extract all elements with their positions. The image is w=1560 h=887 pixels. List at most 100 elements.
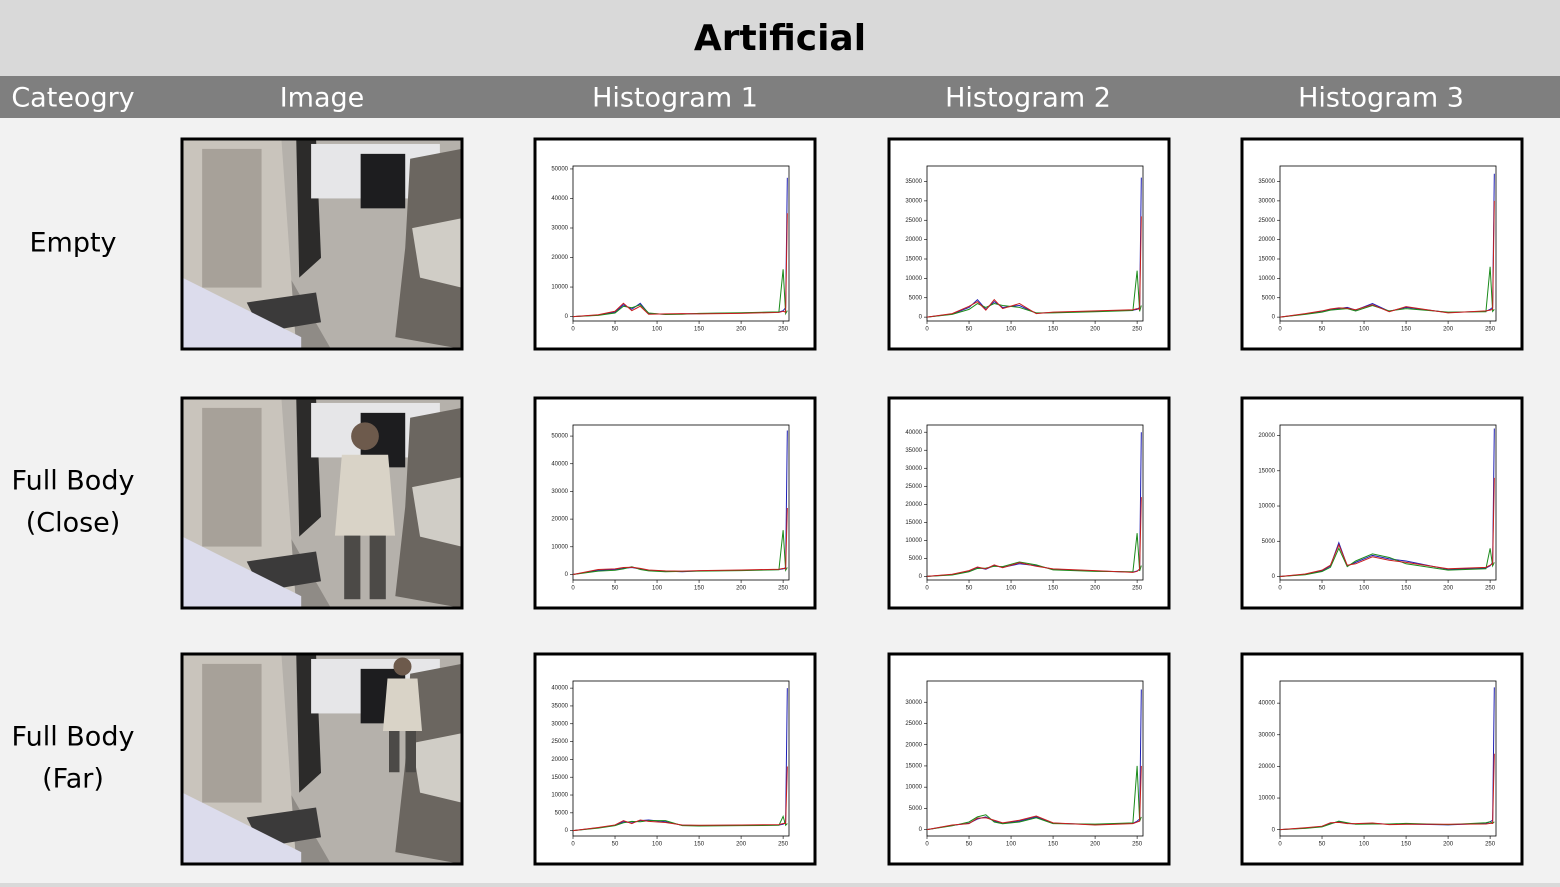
histogram-line: [572, 269, 788, 318]
y-tick-label: 35000: [905, 179, 922, 185]
y-tick-label: 30000: [551, 226, 568, 232]
y-tick-label: 30000: [1258, 198, 1275, 204]
plot-area: [572, 165, 790, 322]
histogram-line: [572, 508, 788, 575]
y-tick-label: 30000: [905, 198, 922, 204]
column-header: Histogram 2: [945, 83, 1111, 114]
title: Artificial: [694, 18, 866, 59]
histogram: 0 50 100 150 200 250 0 10000 20000 30000 40000 5000…: [533, 396, 817, 610]
x-tick-label: 50: [1319, 327, 1326, 333]
y-tick-label: 10000: [551, 544, 568, 550]
y-tick-label: 20000: [1258, 764, 1275, 770]
y-tick-label: 5000: [1262, 295, 1276, 301]
histogram-line: [1279, 820, 1495, 831]
y-tick-label: 25000: [905, 721, 922, 727]
image: [180, 396, 464, 610]
histogram-line: [572, 530, 788, 575]
x-tick-label: 200: [1443, 842, 1454, 848]
y-tick-label: 5000: [555, 810, 569, 816]
plot-area: [1279, 680, 1497, 837]
y-tick-label: 40000: [1258, 701, 1275, 707]
x-tick-label: 50: [966, 586, 973, 592]
y-tick-label: 20000: [1258, 433, 1275, 439]
y-tick-label: 10000: [1258, 504, 1275, 510]
plot-area: [572, 424, 790, 581]
y-tick-label: 40000: [551, 461, 568, 467]
y-tick-label: 20000: [905, 502, 922, 508]
histogram: 0 50 100 150 200 250 0 5000 10000 15000 20000: [1240, 396, 1524, 610]
plot-area: [926, 680, 1144, 837]
y-tick-label: 25000: [905, 218, 922, 224]
x-tick-label: 250: [1132, 327, 1143, 333]
y-tick-label: 20000: [1258, 237, 1275, 243]
y-tick-label: 10000: [551, 285, 568, 291]
y-tick-label: 40000: [905, 430, 922, 436]
y-tick-label: 15000: [551, 775, 568, 781]
x-tick-label: 250: [778, 842, 789, 848]
histogram-line: [572, 814, 788, 832]
x-tick-label: 100: [1359, 327, 1370, 333]
histogram-line: [572, 213, 788, 318]
category-label: Full Body: [12, 466, 135, 497]
y-tick-label: 50000: [551, 434, 568, 440]
histogram: 0 50 100 150 200 250 0 10000 20000 30000 40000: [1240, 652, 1524, 866]
x-tick-label: 250: [1132, 586, 1143, 592]
y-tick-label: 0: [1272, 315, 1276, 321]
x-tick-label: 200: [1443, 586, 1454, 592]
category-label: (Close): [26, 508, 121, 539]
x-tick-label: 100: [1359, 586, 1370, 592]
y-tick-label: 35000: [1258, 179, 1275, 185]
x-tick-label: 200: [1090, 842, 1101, 848]
x-tick-label: 100: [652, 327, 663, 333]
y-tick-label: 30000: [905, 700, 922, 706]
y-tick-label: 30000: [905, 466, 922, 472]
y-tick-label: 0: [565, 572, 569, 578]
y-tick-label: 30000: [1258, 732, 1275, 738]
y-tick-label: 50000: [551, 167, 568, 173]
y-tick-label: 20000: [551, 517, 568, 523]
y-tick-label: 10000: [551, 793, 568, 799]
histogram-line: [572, 688, 788, 832]
x-tick-label: 200: [1090, 327, 1101, 333]
x-tick-label: 0: [925, 327, 929, 333]
histogram-line: [926, 216, 1142, 318]
x-tick-label: 250: [778, 327, 789, 333]
y-tick-label: 0: [565, 314, 569, 320]
x-tick-label: 150: [1401, 842, 1412, 848]
histogram-line: [926, 270, 1142, 318]
x-tick-label: 100: [1006, 586, 1017, 592]
column-header: Histogram 3: [1298, 83, 1464, 114]
x-tick-label: 200: [736, 327, 747, 333]
y-tick-label: 5000: [909, 295, 923, 301]
x-tick-label: 0: [1278, 586, 1282, 592]
y-tick-label: 0: [1272, 827, 1276, 833]
x-tick-label: 100: [1006, 327, 1017, 333]
x-tick-label: 0: [571, 842, 575, 848]
x-tick-label: 150: [1048, 842, 1059, 848]
y-tick-label: 20000: [905, 237, 922, 243]
x-tick-label: 0: [1278, 842, 1282, 848]
histogram-line: [926, 765, 1142, 831]
x-tick-label: 150: [694, 842, 705, 848]
y-tick-label: 25000: [905, 484, 922, 490]
y-tick-label: 20000: [551, 757, 568, 763]
histogram: 0 50 100 150 200 250 0 10000 20000 30000 40000 5000…: [533, 137, 817, 351]
histogram-line: [1279, 200, 1495, 318]
y-tick-label: 10000: [905, 538, 922, 544]
title-band: [0, 0, 1560, 76]
column-header: Histogram 1: [592, 83, 758, 114]
x-tick-label: 150: [694, 586, 705, 592]
y-tick-label: 10000: [1258, 276, 1275, 282]
y-tick-label: 15000: [905, 520, 922, 526]
bottom-band: [0, 883, 1560, 887]
y-tick-label: 25000: [1258, 218, 1275, 224]
x-tick-label: 100: [1006, 842, 1017, 848]
x-tick-label: 150: [1048, 586, 1059, 592]
histogram-line: [926, 765, 1142, 831]
y-tick-label: 25000: [551, 739, 568, 745]
x-tick-label: 200: [736, 586, 747, 592]
x-tick-label: 100: [652, 586, 663, 592]
x-tick-label: 0: [925, 842, 929, 848]
x-tick-label: 250: [1485, 327, 1496, 333]
images: [180, 137, 464, 866]
